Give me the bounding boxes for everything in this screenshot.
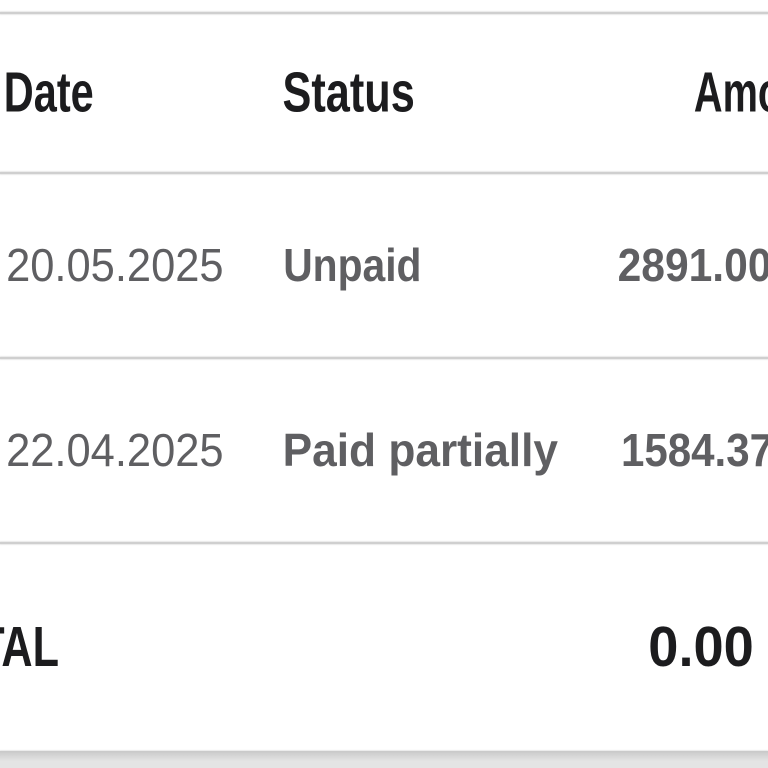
svg-text:TOTAL: TOTAL	[0, 615, 59, 679]
svg-text:0.00: 0.00	[648, 615, 754, 679]
svg-text:Status: Status	[283, 61, 415, 125]
svg-text:1584.37: 1584.37	[621, 424, 768, 476]
svg-text:Amount: Amount	[694, 61, 768, 125]
svg-text:2891.00: 2891.00	[618, 239, 768, 291]
svg-text:Date: Date	[4, 61, 94, 125]
svg-text:22.04.2025: 22.04.2025	[6, 424, 224, 476]
svg-text:Unpaid: Unpaid	[283, 239, 421, 291]
svg-text:Paid partially: Paid partially	[283, 424, 559, 476]
svg-text:20.05.2025: 20.05.2025	[6, 239, 224, 291]
